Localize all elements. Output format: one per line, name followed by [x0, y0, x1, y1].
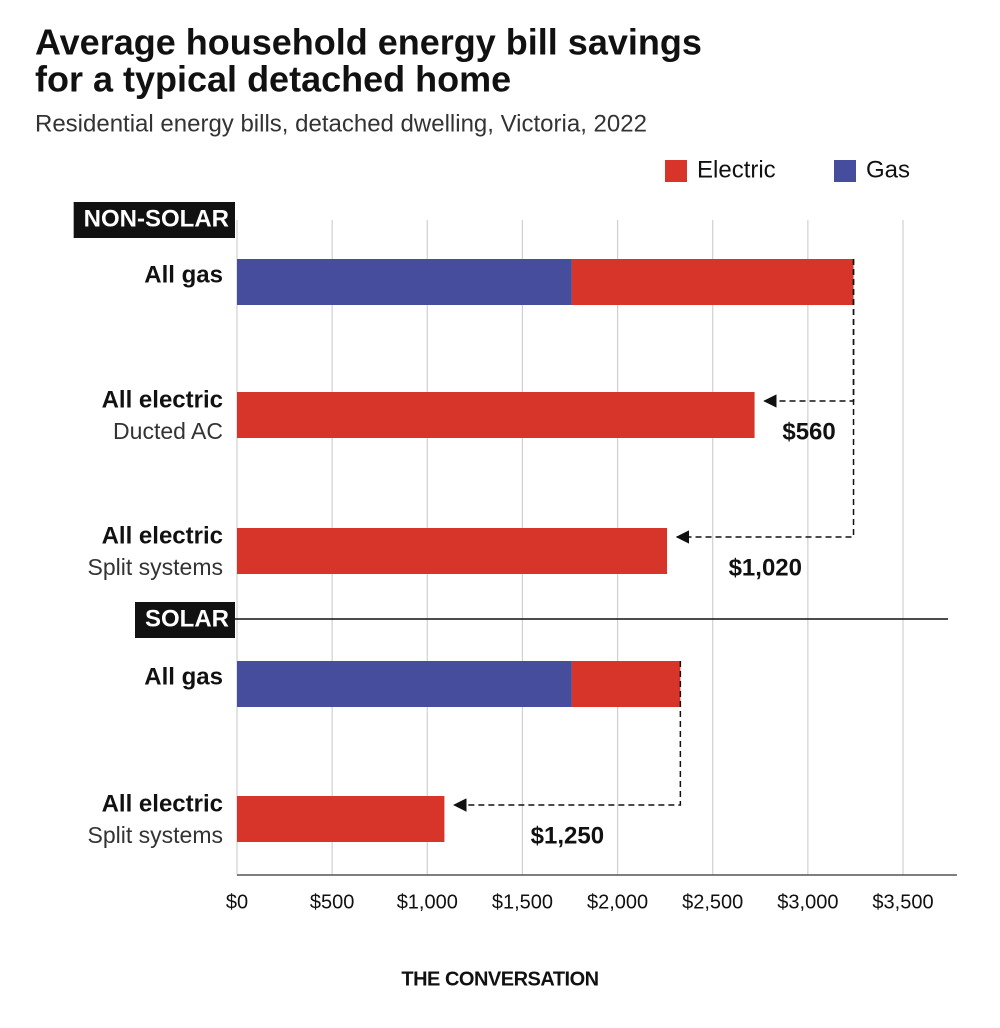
legend-label: Electric — [697, 156, 776, 183]
legend-label: Gas — [866, 156, 910, 183]
bar-segment — [571, 259, 854, 305]
category-label: All gas — [144, 261, 223, 288]
bar-segment — [237, 392, 755, 438]
x-tick-label: $1,000 — [397, 891, 458, 913]
group-label-box — [135, 602, 235, 638]
annotation-arrow — [453, 661, 682, 812]
category-label: All electric — [102, 522, 223, 549]
bar-segment — [237, 661, 572, 707]
group-label: NON-SOLAR — [84, 205, 229, 232]
legend-swatch — [665, 160, 687, 182]
x-tick-label: $2,500 — [682, 891, 743, 913]
x-tick-label: $1,500 — [492, 891, 553, 913]
annotation-arrow — [675, 259, 855, 544]
group-label: SOLAR — [145, 605, 229, 632]
bar-segment — [571, 661, 681, 707]
subcategory-label: Ducted AC — [113, 418, 223, 444]
bar-segment — [237, 796, 445, 842]
group-label-box — [73, 202, 235, 238]
chart-title: for a typical detached home — [35, 59, 511, 100]
x-tick-label: $2,000 — [587, 891, 648, 913]
x-tick-label: $3,500 — [872, 891, 933, 913]
annotation-label: $1,250 — [531, 822, 604, 849]
x-tick-label: $3,000 — [777, 891, 838, 913]
footer: THE CONVERSATION — [401, 968, 598, 990]
category-label: All gas — [144, 663, 223, 690]
annotation-label: $560 — [782, 418, 835, 445]
chart-title: Average household energy bill savings — [35, 22, 702, 63]
bar-segment — [237, 259, 572, 305]
subcategory-label: Split systems — [88, 822, 223, 848]
x-tick-label: $0 — [226, 891, 248, 913]
legend-swatch — [834, 160, 856, 182]
subcategory-label: Split systems — [88, 554, 223, 580]
x-tick-label: $500 — [310, 891, 355, 913]
annotation-label: $1,020 — [729, 554, 802, 581]
bar-segment — [237, 528, 668, 574]
chart-subtitle: Residential energy bills, detached dwell… — [35, 110, 647, 137]
category-label: All electric — [102, 790, 223, 817]
category-label: All electric — [102, 386, 223, 413]
